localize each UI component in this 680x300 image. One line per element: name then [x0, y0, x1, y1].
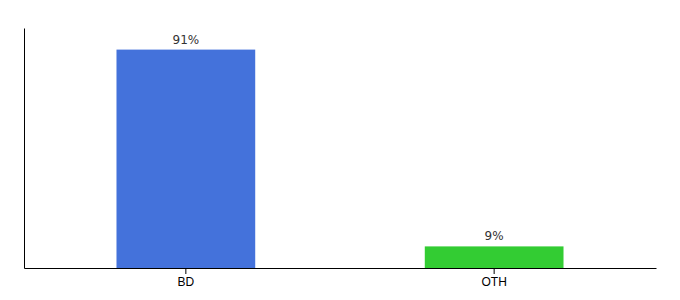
x-tick-label: BD — [178, 275, 195, 289]
plot: BD OTH 91% 9% — [25, 29, 657, 289]
data-label: 9% — [485, 229, 504, 243]
y-axis — [24, 29, 25, 269]
x-tick: OTH — [481, 268, 506, 289]
data-labels: 91% 9% — [173, 33, 504, 244]
x-axis: BD OTH — [25, 268, 657, 289]
x-axis-line — [25, 268, 657, 269]
x-tick-mark — [494, 268, 495, 274]
chart: BD OTH 91% 9% — [0, 0, 680, 300]
x-tick-label: OTH — [481, 275, 506, 289]
data-label: 91% — [173, 33, 200, 47]
x-tick-mark — [185, 268, 186, 274]
x-tick: BD — [178, 268, 195, 289]
y-axis-line — [24, 29, 25, 269]
bar — [425, 246, 564, 268]
bars — [116, 50, 563, 268]
bar — [116, 50, 255, 268]
